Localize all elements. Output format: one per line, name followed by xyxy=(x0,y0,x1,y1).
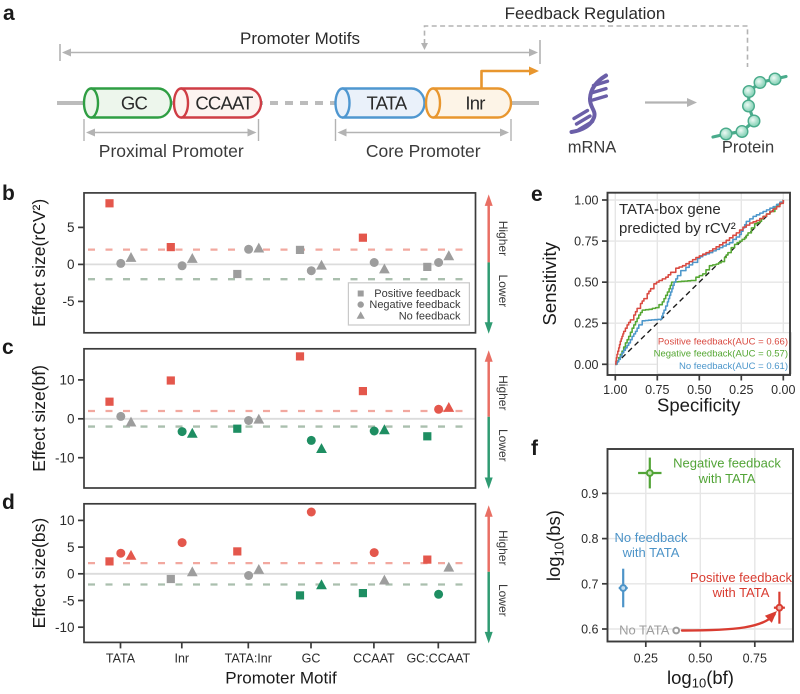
svg-text:0.6: 0.6 xyxy=(581,623,598,637)
svg-text:Higher: Higher xyxy=(496,221,510,256)
svg-text:Positive feedback(AUC = 0.66): Positive feedback(AUC = 0.66) xyxy=(658,336,788,347)
svg-text:0.75: 0.75 xyxy=(574,235,598,249)
svg-text:GC:CCAAT: GC:CCAAT xyxy=(406,652,470,666)
svg-text:predicted by rCV²: predicted by rCV² xyxy=(619,220,736,237)
svg-text:GC: GC xyxy=(121,93,148,114)
svg-text:No feedback(AUC = 0.61): No feedback(AUC = 0.61) xyxy=(679,361,788,372)
svg-text:log10(bf): log10(bf) xyxy=(667,667,734,691)
svg-text:f: f xyxy=(531,437,539,460)
svg-text:TATA: TATA xyxy=(367,93,408,114)
svg-text:Specificity: Specificity xyxy=(657,395,741,416)
svg-text:a: a xyxy=(3,2,15,25)
svg-text:0: 0 xyxy=(67,412,75,427)
svg-text:c: c xyxy=(2,336,14,359)
svg-text:10: 10 xyxy=(59,513,74,528)
svg-text:0.50: 0.50 xyxy=(574,276,598,290)
svg-text:0.75: 0.75 xyxy=(645,383,669,397)
svg-text:0.00: 0.00 xyxy=(574,358,598,372)
svg-text:1.00: 1.00 xyxy=(603,383,627,397)
svg-text:Inr: Inr xyxy=(465,93,485,114)
svg-text:mRNA: mRNA xyxy=(568,139,617,157)
svg-text:Effect size(bs): Effect size(bs) xyxy=(29,518,49,629)
svg-text:0: 0 xyxy=(67,567,75,582)
svg-text:No feedback: No feedback xyxy=(615,530,688,545)
svg-text:-5: -5 xyxy=(62,294,74,309)
svg-text:Negative feedback(AUC = 0.57): Negative feedback(AUC = 0.57) xyxy=(654,349,788,360)
svg-text:Inr: Inr xyxy=(175,652,190,666)
svg-text:Sensitivity: Sensitivity xyxy=(539,241,560,325)
svg-text:Positive feedback: Positive feedback xyxy=(374,288,461,300)
svg-text:0.8: 0.8 xyxy=(581,532,598,546)
svg-text:d: d xyxy=(2,491,15,514)
svg-text:TATA:Inr: TATA:Inr xyxy=(225,652,272,666)
svg-text:0.50: 0.50 xyxy=(687,383,711,397)
svg-text:Core Promoter: Core Promoter xyxy=(366,141,481,161)
svg-text:No TATA: No TATA xyxy=(619,622,670,637)
svg-text:log10(bs): log10(bs) xyxy=(543,510,567,581)
svg-text:Lower: Lower xyxy=(496,429,510,462)
svg-text:0.75: 0.75 xyxy=(743,651,767,665)
svg-text:Feedback Regulation: Feedback Regulation xyxy=(505,4,666,23)
svg-text:No feedback: No feedback xyxy=(399,310,461,322)
svg-text:with TATA: with TATA xyxy=(698,471,756,486)
svg-text:b: b xyxy=(2,182,15,205)
svg-text:-5: -5 xyxy=(62,593,74,608)
svg-text:1.00: 1.00 xyxy=(574,194,598,208)
svg-text:with TATA: with TATA xyxy=(622,545,680,560)
svg-text:Higher: Higher xyxy=(496,530,510,565)
svg-text:TATA: TATA xyxy=(106,652,136,666)
svg-text:Effect size(rCV²): Effect size(rCV²) xyxy=(29,199,49,327)
svg-text:Lower: Lower xyxy=(496,584,510,617)
svg-text:Promoter Motifs: Promoter Motifs xyxy=(240,29,360,48)
svg-text:0.25: 0.25 xyxy=(729,383,753,397)
svg-text:Promoter Motif: Promoter Motif xyxy=(225,669,337,688)
svg-text:-10: -10 xyxy=(55,620,75,635)
svg-text:0.7: 0.7 xyxy=(581,577,598,591)
svg-text:CCAAT: CCAAT xyxy=(195,93,253,114)
svg-text:0.25: 0.25 xyxy=(574,317,598,331)
svg-text:e: e xyxy=(531,183,543,206)
svg-text:0: 0 xyxy=(67,257,75,272)
svg-text:0.00: 0.00 xyxy=(771,383,795,397)
svg-text:Positive feedback: Positive feedback xyxy=(690,570,792,585)
svg-text:-10: -10 xyxy=(55,451,75,466)
svg-text:CCAAT: CCAAT xyxy=(353,652,395,666)
svg-text:0.9: 0.9 xyxy=(581,487,598,501)
svg-text:with TATA: with TATA xyxy=(712,585,770,600)
svg-text:Lower: Lower xyxy=(496,275,510,308)
svg-text:10: 10 xyxy=(59,373,74,388)
svg-text:GC: GC xyxy=(302,652,321,666)
svg-text:5: 5 xyxy=(67,220,75,235)
svg-text:0.25: 0.25 xyxy=(634,651,658,665)
svg-text:Higher: Higher xyxy=(496,375,510,410)
svg-text:0.50: 0.50 xyxy=(688,651,712,665)
svg-text:Negative feedback: Negative feedback xyxy=(369,299,461,311)
svg-text:TATA-box gene: TATA-box gene xyxy=(619,201,721,218)
svg-text:5: 5 xyxy=(67,540,75,555)
svg-text:Proximal Promoter: Proximal Promoter xyxy=(99,141,244,161)
svg-text:Negative feedback: Negative feedback xyxy=(673,456,781,471)
svg-text:Protein: Protein xyxy=(722,139,774,157)
svg-text:Effect size(bf): Effect size(bf) xyxy=(29,365,49,472)
